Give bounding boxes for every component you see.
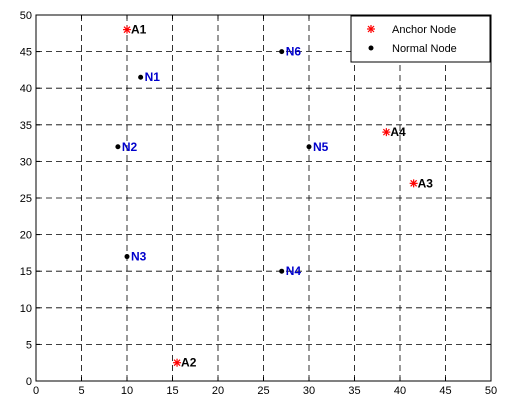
point-label-n1: N1 (145, 70, 161, 84)
x-tick-label: 20 (212, 385, 224, 397)
legend-label: Anchor Node (392, 24, 456, 36)
normal-node-marker-n5 (306, 144, 312, 150)
point-label-a1: A1 (131, 23, 147, 37)
x-tick-label: 10 (121, 385, 133, 397)
normal-node-marker-n1 (138, 74, 144, 80)
tick-labels: 0 5 10 15 20 25 30 35 40 45 50 0 5 10 15 20 25 30 35 40 45 50 (20, 10, 497, 397)
point-label-a3: A3 (418, 176, 434, 190)
normal-node-marker-n3 (124, 254, 130, 260)
data-points: A1 A2 A3 A4 N1 N2 N3 N4 N5 N6 (115, 23, 433, 370)
x-tick-label: 45 (439, 385, 451, 397)
point-label-n4: N4 (286, 264, 302, 278)
normal-node-marker-n6 (279, 49, 285, 55)
x-tick-label: 25 (257, 385, 269, 397)
y-tick-label: 5 (26, 339, 32, 351)
point-label-n6: N6 (286, 45, 302, 59)
grid-lines (36, 15, 491, 381)
axis-ticks (35, 14, 492, 382)
y-tick-label: 0 (26, 376, 32, 388)
anchor-node-marker-a3 (409, 179, 418, 188)
y-tick-label: 30 (20, 156, 32, 168)
y-tick-label: 20 (20, 230, 32, 242)
y-tick-label: 10 (20, 303, 32, 315)
x-tick-label: 30 (303, 385, 315, 397)
y-tick-label: 50 (20, 10, 32, 22)
anchor-node-marker-a1 (123, 25, 131, 34)
x-tick-label: 15 (166, 385, 178, 397)
anchor-node-marker-a2 (173, 358, 182, 367)
x-tick-label: 5 (78, 385, 84, 397)
point-label-a4: A4 (390, 125, 406, 139)
legend-box (350, 15, 491, 63)
legend-anchor-marker (367, 25, 375, 33)
x-tick-label: 0 (33, 385, 39, 397)
y-tick-label: 40 (20, 83, 32, 95)
x-tick-label: 50 (485, 385, 497, 397)
point-label-n5: N5 (313, 140, 329, 154)
legend-normal-marker (368, 45, 374, 51)
legend-label: Normal Node (392, 43, 457, 55)
y-tick-label: 15 (20, 266, 32, 278)
normal-node-marker-n2 (115, 144, 121, 150)
legend: Anchor Node Normal Node (350, 15, 491, 63)
normal-node-marker-n4 (279, 268, 285, 274)
point-label-n3: N3 (131, 250, 147, 264)
point-label-n2: N2 (122, 140, 138, 154)
x-tick-label: 40 (394, 385, 406, 397)
y-tick-label: 25 (20, 193, 32, 205)
x-tick-label: 35 (348, 385, 360, 397)
y-tick-label: 45 (20, 47, 32, 59)
point-label-a2: A2 (181, 356, 197, 370)
y-tick-label: 35 (20, 120, 32, 132)
anchor-node-marker-a4 (382, 128, 391, 137)
